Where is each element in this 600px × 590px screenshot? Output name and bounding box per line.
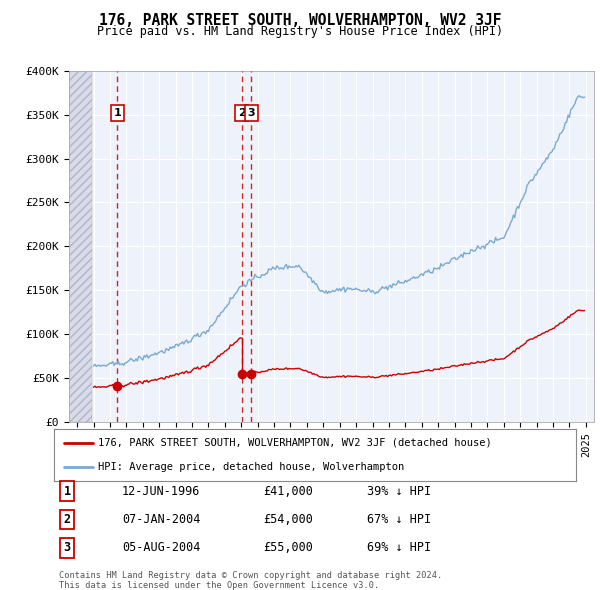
- 176, PARK STREET SOUTH, WOLVERHAMPTON, WV2 3JF (detached house): [212, 356, 219, 363]
- Bar: [69, 71, 92, 422]
- Text: 39% ↓ HPI: 39% ↓ HPI: [367, 484, 431, 497]
- Text: 07-JAN-2004: 07-JAN-2004: [122, 513, 200, 526]
- Text: £54,000: £54,000: [263, 513, 313, 526]
- HPI: Average price, detached house, Wolverhampton: (2.02e+03, 3.72e+05): Average price, detached house, Wolverham…: [575, 92, 583, 99]
- HPI: Average price, detached house, Wolverhampton: (2e+03, 6.38e+04): Average price, detached house, Wolverham…: [90, 362, 97, 369]
- Text: 3: 3: [64, 541, 71, 555]
- Text: 67% ↓ HPI: 67% ↓ HPI: [367, 513, 431, 526]
- 176, PARK STREET SOUTH, WOLVERHAMPTON, WV2 3JF (detached house): [188, 367, 196, 374]
- Text: Price paid vs. HM Land Registry's House Price Index (HPI): Price paid vs. HM Land Registry's House …: [97, 25, 503, 38]
- 176, PARK STREET SOUTH, WOLVERHAMPTON, WV2 3JF (detached house): [218, 350, 226, 358]
- 176, PARK STREET SOUTH, WOLVERHAMPTON, WV2 3JF (detached house): [206, 359, 214, 366]
- Text: 2: 2: [238, 108, 245, 118]
- Text: 1: 1: [64, 484, 71, 497]
- Text: 1: 1: [113, 108, 121, 118]
- 176, PARK STREET SOUTH, WOLVERHAMPTON, WV2 3JF (detached house): [120, 384, 127, 391]
- HPI: Average price, detached house, Wolverhampton: (2e+03, 1.54e+05): Average price, detached house, Wolverham…: [238, 283, 245, 290]
- Text: Contains HM Land Registry data © Crown copyright and database right 2024.
This d: Contains HM Land Registry data © Crown c…: [59, 571, 442, 590]
- Text: HPI: Average price, detached house, Wolverhampton: HPI: Average price, detached house, Wolv…: [98, 462, 404, 472]
- 176, PARK STREET SOUTH, WOLVERHAMPTON, WV2 3JF (detached house): [213, 355, 220, 362]
- Text: 176, PARK STREET SOUTH, WOLVERHAMPTON, WV2 3JF (detached house): 176, PARK STREET SOUTH, WOLVERHAMPTON, W…: [98, 438, 492, 448]
- Text: 176, PARK STREET SOUTH, WOLVERHAMPTON, WV2 3JF: 176, PARK STREET SOUTH, WOLVERHAMPTON, W…: [99, 13, 501, 28]
- HPI: Average price, detached house, Wolverhampton: (2.01e+03, 1.65e+05): Average price, detached house, Wolverham…: [306, 274, 313, 281]
- Text: 69% ↓ HPI: 69% ↓ HPI: [367, 541, 431, 555]
- Text: 2: 2: [64, 513, 71, 526]
- Line: HPI: Average price, detached house, Wolverhampton: HPI: Average price, detached house, Wolv…: [94, 96, 584, 366]
- HPI: Average price, detached house, Wolverhampton: (2e+03, 1.65e+05): Average price, detached house, Wolverham…: [254, 274, 261, 281]
- HPI: Average price, detached house, Wolverhampton: (2.02e+03, 3.23e+05): Average price, detached house, Wolverham…: [555, 135, 562, 142]
- Text: 12-JUN-1996: 12-JUN-1996: [122, 484, 200, 497]
- HPI: Average price, detached house, Wolverhampton: (2e+03, 6.32e+04): Average price, detached house, Wolverham…: [93, 363, 100, 370]
- 176, PARK STREET SOUTH, WOLVERHAMPTON, WV2 3JF (detached house): [113, 382, 121, 389]
- 176, PARK STREET SOUTH, WOLVERHAMPTON, WV2 3JF (detached house): [214, 352, 221, 359]
- HPI: Average price, detached house, Wolverhampton: (2.01e+03, 1.69e+05): Average price, detached house, Wolverham…: [262, 270, 269, 277]
- Text: £55,000: £55,000: [263, 541, 313, 555]
- HPI: Average price, detached house, Wolverhampton: (2e+03, 7.84e+04): Average price, detached house, Wolverham…: [152, 349, 159, 356]
- HPI: Average price, detached house, Wolverhampton: (2.02e+03, 3.7e+05): Average price, detached house, Wolverham…: [581, 94, 588, 101]
- Line: 176, PARK STREET SOUTH, WOLVERHAMPTON, WV2 3JF (detached house): 176, PARK STREET SOUTH, WOLVERHAMPTON, W…: [117, 338, 241, 387]
- 176, PARK STREET SOUTH, WOLVERHAMPTON, WV2 3JF (detached house): [238, 335, 245, 342]
- Text: 3: 3: [247, 108, 255, 118]
- Text: £41,000: £41,000: [263, 484, 313, 497]
- Text: 05-AUG-2004: 05-AUG-2004: [122, 541, 200, 555]
